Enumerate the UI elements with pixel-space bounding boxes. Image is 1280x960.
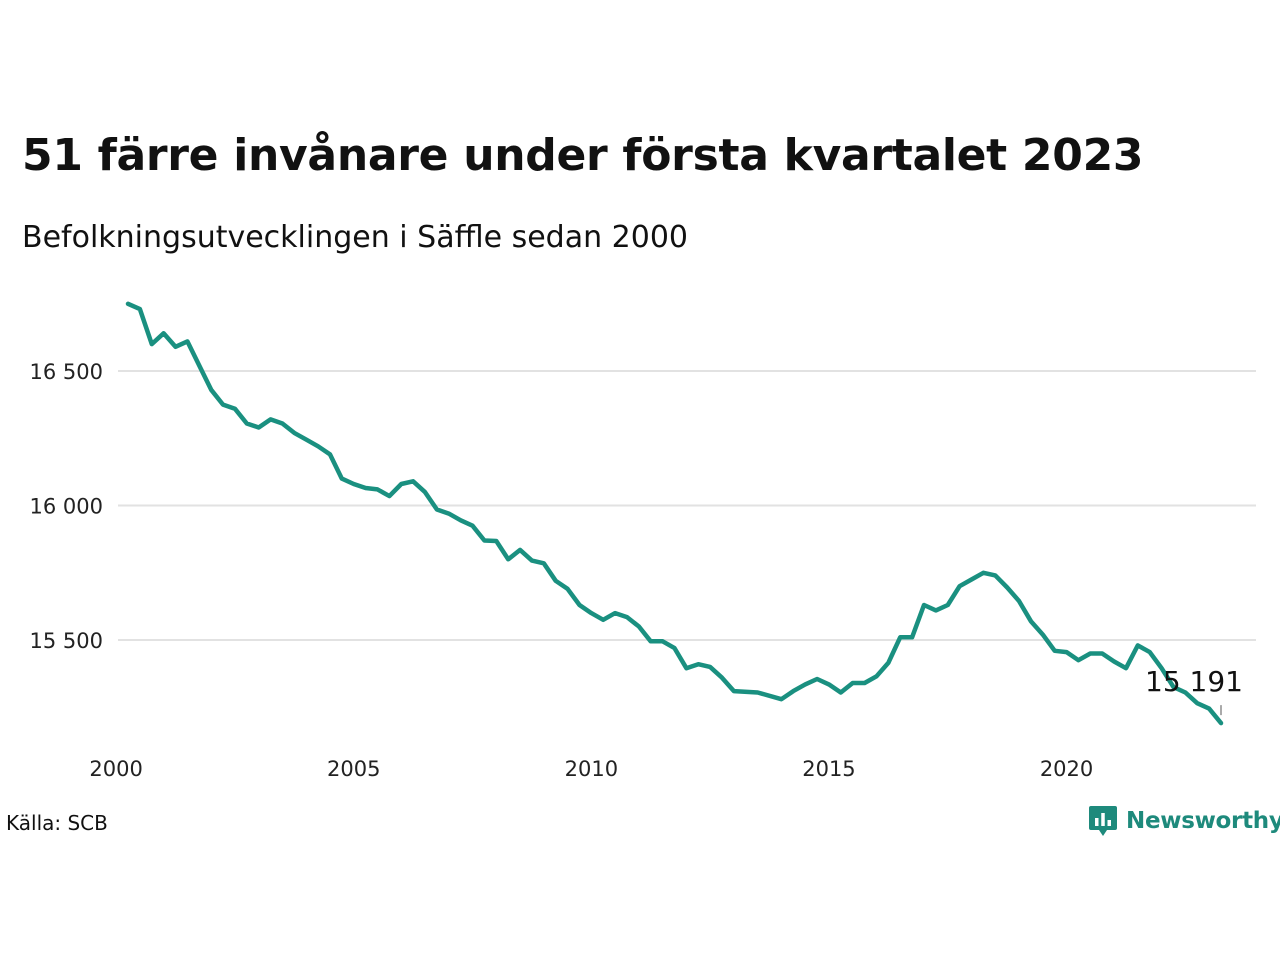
x-tick-label: 2000 bbox=[89, 757, 142, 781]
x-axis-ticks: 2000 2005 2010 2015 2020 bbox=[89, 757, 1093, 781]
source-note: Källa: SCB bbox=[6, 811, 108, 835]
chart-subtitle: Befolkningsutvecklingen i Säffle sedan 2… bbox=[22, 220, 688, 255]
population-line bbox=[125, 301, 1224, 726]
y-axis-ticks: 15 500 16 000 16 500 bbox=[30, 360, 103, 653]
x-tick-label: 2015 bbox=[802, 757, 855, 781]
x-tick-label: 2005 bbox=[327, 757, 380, 781]
x-tick-label: 2020 bbox=[1040, 757, 1093, 781]
y-tick-label: 16 500 bbox=[30, 360, 103, 384]
end-value-label: 15 191 bbox=[1145, 665, 1243, 698]
newsworthy-logo-icon bbox=[1089, 806, 1117, 836]
y-tick-label: 16 000 bbox=[30, 495, 103, 519]
chart-title: 51 färre invånare under första kvartalet… bbox=[22, 130, 1144, 181]
brand-name: Newsworthy bbox=[1126, 808, 1280, 834]
x-tick-label: 2010 bbox=[565, 757, 618, 781]
brand-logo[interactable]: Newsworthy bbox=[1088, 804, 1280, 838]
gridlines bbox=[118, 370, 1256, 641]
y-tick-label: 15 500 bbox=[30, 629, 103, 653]
